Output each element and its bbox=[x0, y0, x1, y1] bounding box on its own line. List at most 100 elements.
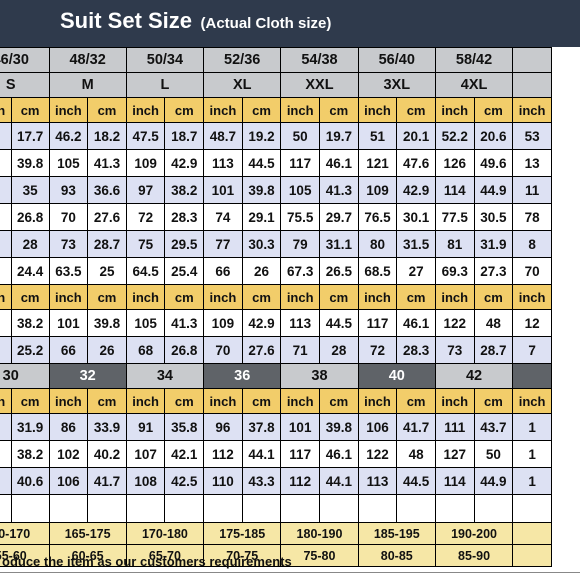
unit-label: inch bbox=[280, 388, 321, 414]
pants-size bbox=[512, 363, 552, 389]
unit-label: cm bbox=[10, 284, 50, 310]
measure-cell: 41.7 bbox=[396, 413, 436, 441]
measure-cell: 30.3 bbox=[241, 230, 282, 258]
size-code: 56/40 bbox=[357, 47, 436, 73]
measure-cell: 97 bbox=[125, 176, 166, 204]
measure-cell: 73 bbox=[48, 230, 89, 258]
measure-cell: 39.8 bbox=[10, 149, 50, 177]
measure-cell: 48.7 bbox=[203, 122, 243, 150]
measure-cell: 19.2 bbox=[241, 122, 282, 150]
measure-cell: 70 bbox=[512, 257, 552, 285]
measure-cell: 117 bbox=[280, 440, 321, 468]
measure-cell: 12 bbox=[512, 309, 552, 337]
measure-cell: 42.5 bbox=[164, 467, 205, 495]
unit-label: inch bbox=[512, 284, 552, 310]
jacket-row: 35 93 36.6 97 38.2 101 39.8 105 41.3 109 42.9 114 44… bbox=[0, 176, 552, 204]
measure-cell: 31.1 bbox=[319, 230, 359, 258]
measure-cell: 93 bbox=[48, 176, 89, 204]
unit-label: cm bbox=[10, 97, 50, 123]
measure-cell: 48 bbox=[396, 440, 436, 468]
measure-cell: 102 bbox=[48, 440, 89, 468]
measure-cell: 106 bbox=[357, 413, 398, 441]
measure-cell: 67.3 bbox=[280, 257, 321, 285]
measure-cell: 53 bbox=[512, 122, 552, 150]
size-letter-row: S M L XL XXL 3XL 4XL bbox=[0, 72, 552, 98]
measure-cell: 42.1 bbox=[164, 440, 205, 468]
blank-cell bbox=[241, 494, 282, 523]
measure-cell: 114 bbox=[434, 467, 475, 495]
measure-cell: 44.5 bbox=[241, 149, 282, 177]
measure-cell: 121 bbox=[357, 149, 398, 177]
measure-cell: 72 bbox=[125, 203, 166, 231]
measure-cell: 122 bbox=[434, 309, 475, 337]
weight-range: 60-65 bbox=[48, 544, 127, 567]
measure-cell: 110 bbox=[203, 467, 243, 495]
measure-cell: 40.2 bbox=[87, 440, 127, 468]
unit-label: inch bbox=[357, 97, 398, 123]
measure-cell: 8 bbox=[512, 230, 552, 258]
measure-cell: 28.7 bbox=[473, 336, 514, 364]
unit-label: inch bbox=[0, 97, 12, 123]
height-range: 170-180 bbox=[125, 522, 205, 545]
blank-cell bbox=[280, 494, 321, 523]
height-range: 60-170 bbox=[0, 522, 50, 545]
pants-row: 38.2 102 40.2 107 42.1 112 44.1 117 46.1 122 48 127… bbox=[0, 440, 552, 468]
measure-cell: 38.2 bbox=[10, 440, 50, 468]
measure-cell: 1 bbox=[512, 413, 552, 441]
measure-cell: 107 bbox=[125, 440, 166, 468]
measure-cell: 28.3 bbox=[164, 203, 205, 231]
measure-cell: 27.6 bbox=[87, 203, 127, 231]
measure-cell: 25 bbox=[87, 257, 127, 285]
jacket-row: 24.4 63.5 25 64.5 25.4 66 26 67.3 26.5 68.5 27 69.3… bbox=[0, 257, 552, 285]
measure-cell: 38.2 bbox=[164, 176, 205, 204]
weight-range: 75-80 bbox=[280, 544, 359, 567]
size-letter: 3XL bbox=[357, 72, 436, 98]
measure-cell: 63.5 bbox=[48, 257, 89, 285]
measure-cell: 71 bbox=[280, 336, 321, 364]
measure-cell: 113 bbox=[280, 309, 321, 337]
pants-size: 38 bbox=[280, 363, 359, 389]
weight-range: 55-60 bbox=[0, 544, 50, 567]
size-letter bbox=[512, 72, 552, 98]
measure-cell: 64.5 bbox=[125, 257, 166, 285]
measure-cell: 39.8 bbox=[241, 176, 282, 204]
measure-cell: 47.6 bbox=[396, 149, 436, 177]
measure-cell bbox=[0, 413, 12, 441]
measure-cell: 30.5 bbox=[473, 203, 514, 231]
jacket-row: 17.7 46.2 18.2 47.5 18.7 48.7 19.2 50 19.7 51 20.1… bbox=[0, 122, 552, 150]
measure-cell: 51 bbox=[357, 122, 398, 150]
measure-cell: 80 bbox=[357, 230, 398, 258]
unit-label: inch bbox=[48, 97, 89, 123]
jacket-row: 28 73 28.7 75 29.5 77 30.3 79 31.1 80 31.5 81 31.9 8 bbox=[0, 230, 552, 258]
measure-cell: 25.4 bbox=[164, 257, 205, 285]
size-letter: L bbox=[125, 72, 205, 98]
measure-cell: 108 bbox=[125, 467, 166, 495]
measure-cell: 39.8 bbox=[87, 309, 127, 337]
mid-row: 25.2 66 26 68 26.8 70 27.6 71 28 72 28.3 73 28.7 7 bbox=[0, 336, 552, 364]
measure-cell: 1 bbox=[512, 440, 552, 468]
measure-cell: 101 bbox=[48, 309, 89, 337]
unit-label: cm bbox=[164, 284, 205, 310]
measure-cell bbox=[0, 336, 12, 364]
measure-cell: 35 bbox=[10, 176, 50, 204]
measure-cell: 44.9 bbox=[473, 467, 514, 495]
blank-cell bbox=[512, 494, 552, 523]
blank-row bbox=[0, 494, 552, 523]
measure-cell: 39.8 bbox=[319, 413, 359, 441]
unit-label: inch bbox=[203, 284, 243, 310]
measure-cell: 20.1 bbox=[396, 122, 436, 150]
pants-size: 32 bbox=[48, 363, 127, 389]
unit-label: inch bbox=[203, 388, 243, 414]
measure-cell: 20.6 bbox=[473, 122, 514, 150]
unit-label: cm bbox=[164, 388, 205, 414]
title-main: Suit Set Size bbox=[60, 8, 193, 33]
measure-cell bbox=[0, 230, 12, 258]
measure-cell: 66 bbox=[48, 336, 89, 364]
measure-cell: 50 bbox=[280, 122, 321, 150]
unit-label: inch bbox=[203, 97, 243, 123]
measure-cell: 26.8 bbox=[10, 203, 50, 231]
pants-size: 36 bbox=[203, 363, 282, 389]
blank-cell bbox=[10, 494, 50, 523]
measure-cell: 29.7 bbox=[319, 203, 359, 231]
unit-label: inch bbox=[125, 284, 166, 310]
